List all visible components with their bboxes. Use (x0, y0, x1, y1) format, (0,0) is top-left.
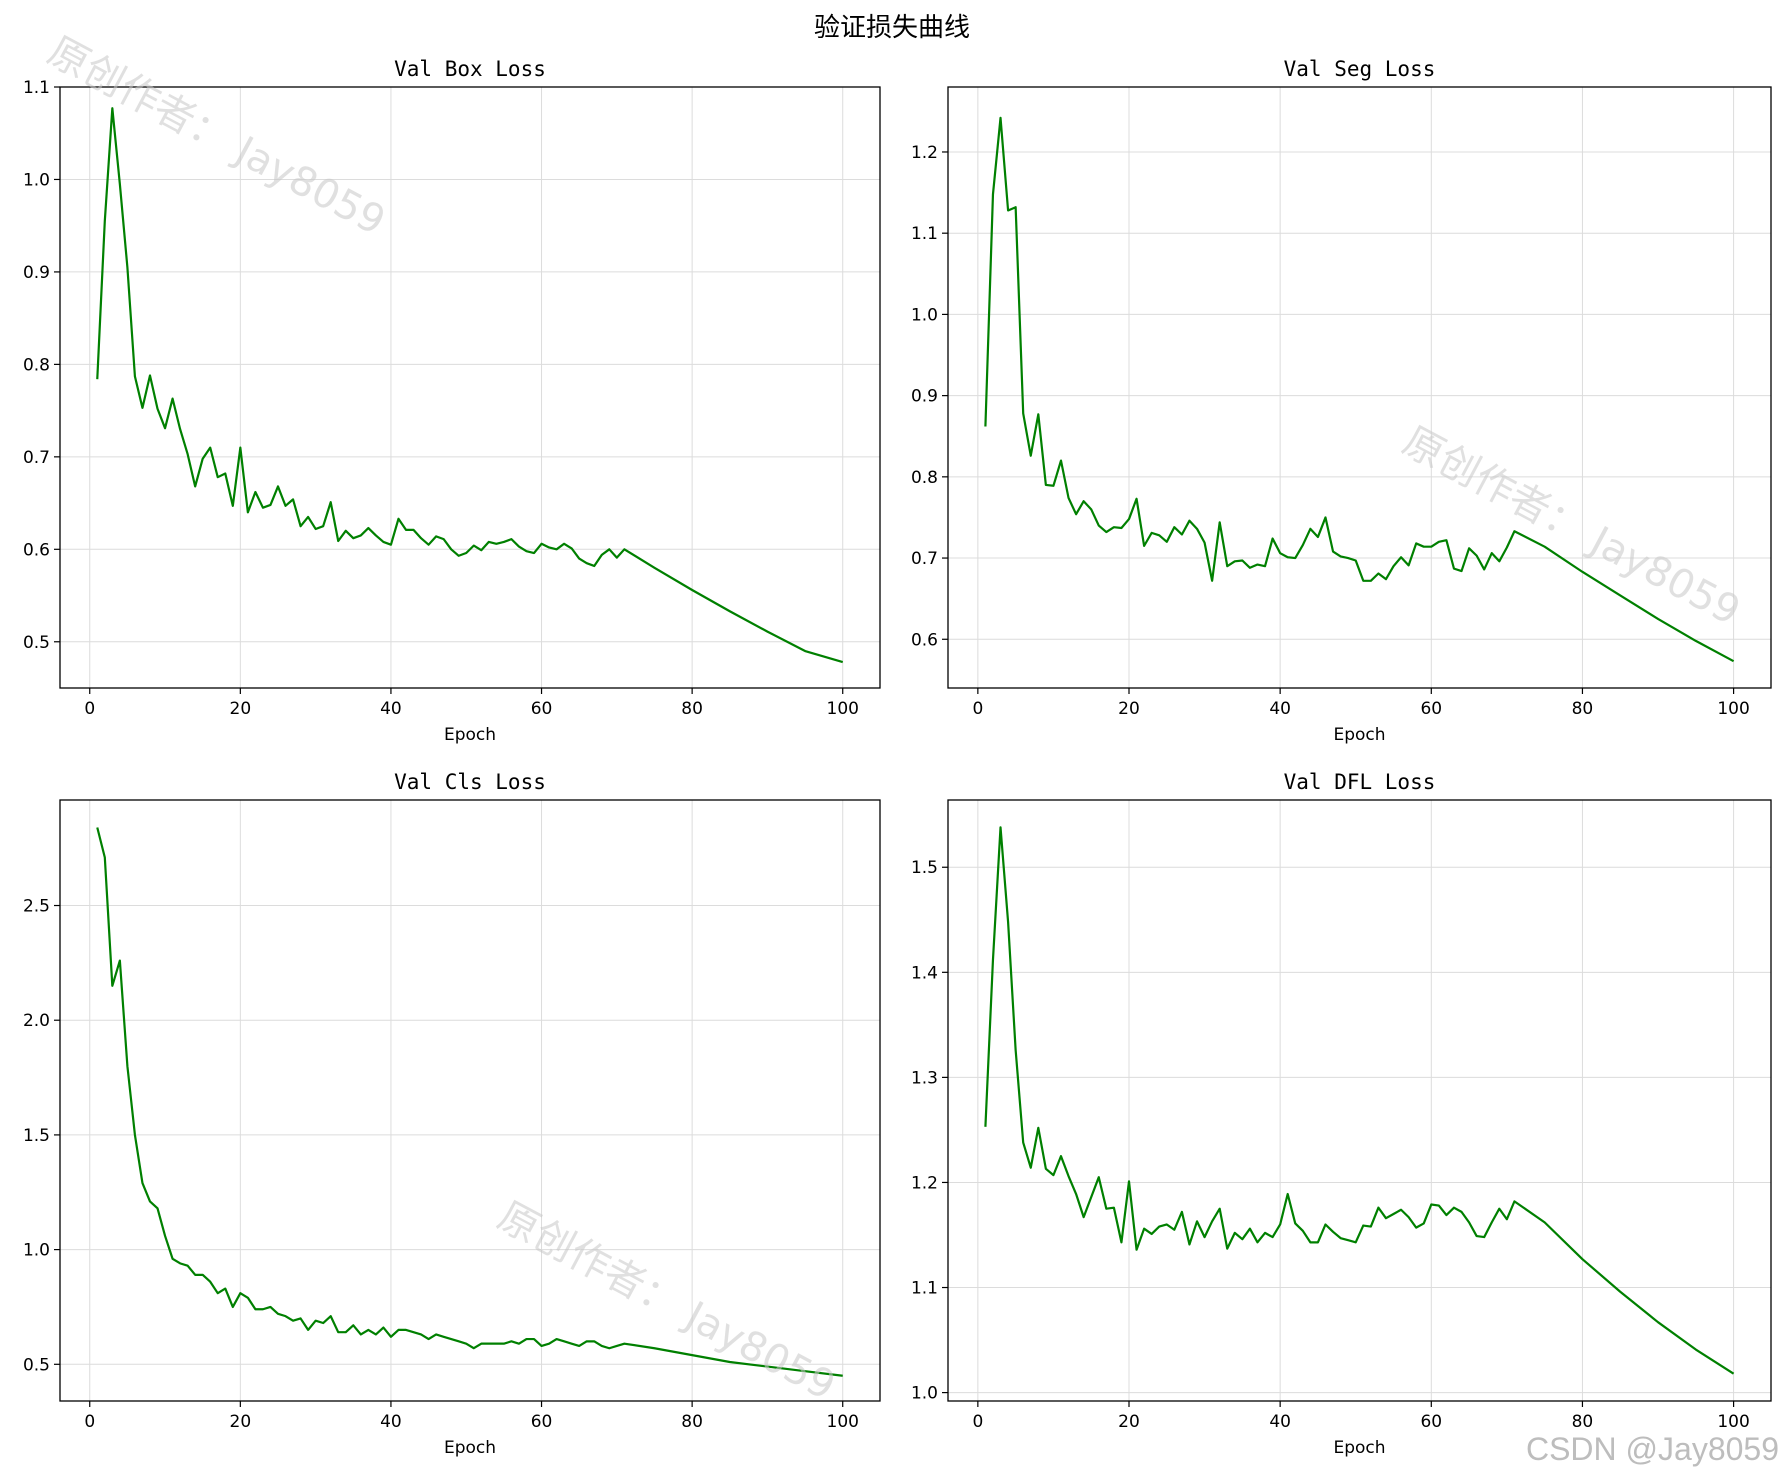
figure-suptitle: 验证损失曲线 (814, 13, 970, 43)
subplot-panel: 0 20 40 60 80 100 0.5 1.0 1.5 2.0 2.5 Val Cls Loss E… (23, 770, 881, 1458)
axes-frame (947, 799, 1772, 1402)
y-tick-label: 1.0 (911, 305, 938, 325)
y-tick-label: 0.8 (23, 355, 50, 375)
x-axis-label: Epoch (1333, 1438, 1385, 1458)
y-tick-label: 1.4 (911, 963, 938, 983)
x-axis-label: Epoch (1333, 725, 1385, 745)
x-tick-label: 40 (1269, 699, 1291, 719)
subplot-title: Val Box Loss (394, 57, 546, 81)
x-tick-label: 0 (84, 1412, 95, 1432)
x-axis-label: Epoch (444, 1438, 496, 1458)
x-tick-label: 80 (1572, 1412, 1594, 1432)
x-tick-label: 100 (1717, 1412, 1749, 1432)
y-tick-label: 1.0 (23, 1241, 50, 1261)
subplot-panel: 0 20 40 60 80 100 0.5 0.6 0.7 0.8 0.9 1.0 1.1 Val Box… (23, 57, 881, 745)
axes-frame (59, 799, 881, 1402)
x-tick-label: 60 (1420, 1412, 1442, 1432)
y-tick-label: 0.9 (23, 263, 50, 283)
subplot-grid: 0 20 40 60 80 100 0.5 0.6 0.7 0.8 0.9 1.0 1.1 Val Box… (23, 57, 1772, 1458)
y-tick-label: 0.6 (23, 540, 50, 560)
x-tick-label: 20 (1118, 1412, 1140, 1432)
x-tick-label: 100 (827, 1412, 859, 1432)
x-tick-label: 0 (972, 699, 983, 719)
series-line (984, 116, 1735, 663)
x-tick-label: 40 (380, 1412, 402, 1432)
x-tick-label: 0 (84, 699, 95, 719)
y-tick-label: 1.1 (23, 78, 50, 98)
subplot-title: Val Cls Loss (394, 770, 546, 794)
x-tick-label: 0 (972, 1412, 983, 1432)
y-tick-label: 0.7 (23, 448, 50, 468)
y-tick-label: 0.5 (23, 1355, 50, 1375)
x-tick-label: 100 (827, 699, 859, 719)
series-line (984, 826, 1735, 1375)
subplot-title: Val DFL Loss (1284, 770, 1436, 794)
y-tick-label: 0.8 (911, 468, 938, 488)
y-tick-label: 1.0 (23, 170, 50, 190)
x-axis-label: Epoch (444, 725, 496, 745)
y-tick-label: 0.9 (911, 387, 938, 407)
y-tick-label: 0.7 (911, 549, 938, 569)
x-tick-label: 80 (681, 699, 703, 719)
series-line (96, 827, 843, 1377)
subplot-title: Val Seg Loss (1284, 57, 1436, 81)
y-tick-label: 1.5 (911, 858, 938, 878)
y-tick-label: 0.6 (911, 630, 938, 650)
y-tick-label: 1.1 (911, 224, 938, 244)
subplot-panel: 0 20 40 60 80 100 1.0 1.1 1.2 1.3 1.4 1.5 Val DFL Lo… (911, 770, 1772, 1458)
x-tick-label: 20 (230, 1412, 252, 1432)
x-tick-label: 60 (1420, 699, 1442, 719)
y-tick-label: 1.2 (911, 1173, 938, 1193)
subplot-panel: 0 20 40 60 80 100 0.6 0.7 0.8 0.9 1.0 1.1 1.2 Val Seg… (911, 57, 1772, 745)
y-tick-label: 1.0 (911, 1384, 938, 1404)
credit-label: CSDN @Jay8059 (1526, 1431, 1779, 1467)
y-tick-label: 2.0 (23, 1011, 50, 1031)
y-tick-label: 1.1 (911, 1279, 938, 1299)
x-tick-label: 20 (230, 699, 252, 719)
x-tick-label: 40 (380, 699, 402, 719)
x-tick-label: 60 (531, 1412, 553, 1432)
y-tick-label: 2.5 (23, 897, 50, 917)
y-tick-label: 1.3 (911, 1068, 938, 1088)
y-tick-label: 1.2 (911, 143, 938, 163)
x-tick-label: 80 (1572, 699, 1594, 719)
x-tick-label: 100 (1717, 699, 1749, 719)
series-line (96, 107, 844, 664)
axes-frame (59, 86, 881, 689)
x-tick-label: 60 (531, 699, 553, 719)
y-tick-label: 1.5 (23, 1126, 50, 1146)
y-tick-label: 0.5 (23, 633, 50, 653)
axes-frame (947, 86, 1772, 689)
x-tick-label: 80 (681, 1412, 703, 1432)
x-tick-label: 20 (1118, 699, 1140, 719)
x-tick-label: 40 (1269, 1412, 1291, 1432)
